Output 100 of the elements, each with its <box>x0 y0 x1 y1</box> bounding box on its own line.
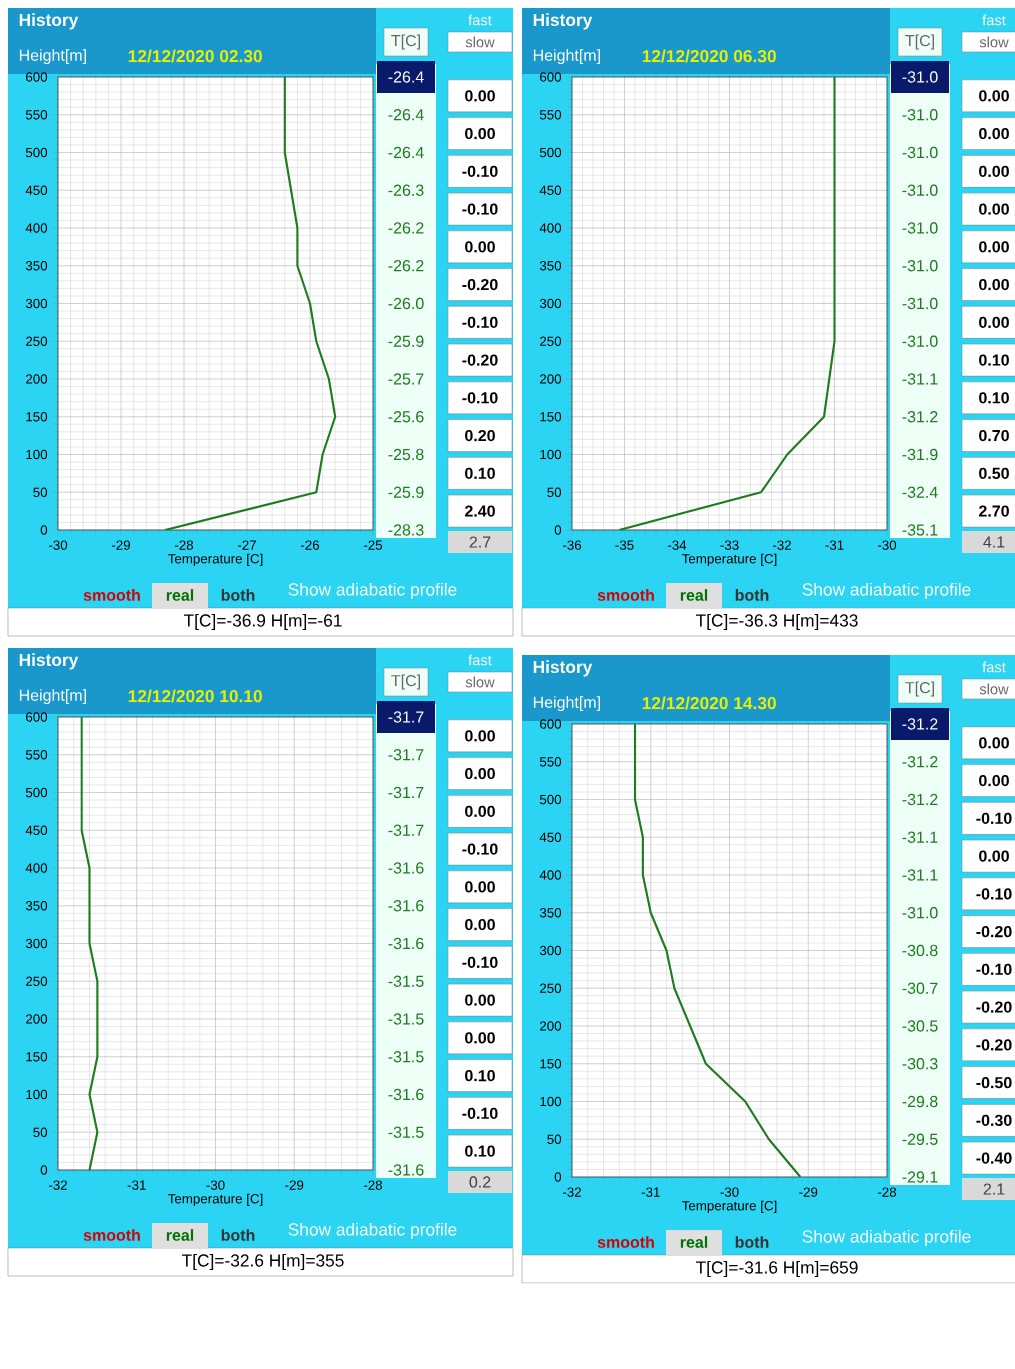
text: -31.1 <box>902 831 938 843</box>
text: real <box>680 589 708 601</box>
text: -0.20 <box>976 1039 1012 1051</box>
y-tick-label: 100 <box>26 449 48 460</box>
y-tick-label: 400 <box>539 223 562 233</box>
y-tick-label: 600 <box>540 72 562 82</box>
y-tick-label: 250 <box>26 336 48 346</box>
text: 0.10 <box>465 467 495 480</box>
y-tick-label: 400 <box>25 223 48 233</box>
text: -29.8 <box>902 1095 938 1108</box>
text: 0.00 <box>465 127 495 140</box>
x-tick-label: -28 <box>363 1180 383 1190</box>
text: -30.5 <box>902 1020 938 1032</box>
text: -29.1 <box>902 1171 938 1183</box>
x-tick-label: -32 <box>772 540 791 550</box>
y-tick-label: 350 <box>539 261 562 271</box>
text: Show adiabatic profile <box>288 582 457 600</box>
text: real <box>680 1236 708 1248</box>
text: 0.00 <box>465 767 495 780</box>
text: -31.2 <box>902 411 938 423</box>
x-tick-label: -32 <box>48 1180 67 1190</box>
text: -31.6 <box>388 1164 424 1176</box>
text: -26.2 <box>388 260 424 272</box>
x-tick-label: -32 <box>562 1187 581 1197</box>
text: 2.1 <box>983 1183 1005 1195</box>
x-tick-label: -35 <box>615 540 634 550</box>
text: -25.9 <box>388 486 424 498</box>
y-tick-label: 550 <box>25 110 48 120</box>
text: -25.7 <box>388 373 424 385</box>
x-axis-title: Temperature [C] <box>167 553 263 567</box>
x-tick-label: -29 <box>799 1187 818 1197</box>
y-tick-label: 350 <box>539 908 562 918</box>
text: -26.0 <box>388 297 424 310</box>
text: 2.40 <box>465 505 495 517</box>
text: -30.3 <box>902 1058 938 1070</box>
text: -31.0 <box>902 297 938 310</box>
y-tick-label: 450 <box>25 185 48 195</box>
line-series <box>633 724 802 1177</box>
text: -0.20 <box>976 1001 1012 1013</box>
x-axis-title: Temperature [C] <box>682 1200 777 1214</box>
text: T[C]=-36.9 H[m]=-61 <box>183 613 342 631</box>
text: 0.00 <box>465 1032 495 1044</box>
x-axis-title: Temperature [C] <box>682 553 777 567</box>
y-tick-label: 200 <box>540 374 562 384</box>
x-tick-label: -31 <box>825 540 844 550</box>
y-tick-label: 0 <box>40 525 48 535</box>
text: both <box>735 589 769 601</box>
text: -0.10 <box>462 843 498 855</box>
text: -31.0 <box>902 184 938 196</box>
text: -31.6 <box>388 937 424 950</box>
text: slow <box>465 36 495 48</box>
text: real <box>166 589 194 601</box>
text: Show adiabatic profile <box>288 1222 457 1240</box>
text: -0.20 <box>976 925 1012 938</box>
text: T[C] <box>905 34 934 50</box>
y-tick-label: 200 <box>26 374 48 384</box>
y-tick-label: 350 <box>25 901 48 911</box>
y-tick-label: 200 <box>26 1014 48 1024</box>
text: -31.0 <box>902 109 938 121</box>
x-tick-label: -25 <box>363 540 383 550</box>
x-tick-label: -28 <box>877 1187 897 1197</box>
y-axis-title: Height[m] <box>533 49 600 65</box>
text: 0.00 <box>979 241 1009 253</box>
y-tick-label: 300 <box>539 945 562 956</box>
text: -31.6 <box>388 900 424 912</box>
y-tick-label: 600 <box>540 719 562 729</box>
text: -28.3 <box>388 524 424 536</box>
y-tick-label: 600 <box>26 712 48 722</box>
y-tick-label: 250 <box>26 976 48 986</box>
y-tick-label: 150 <box>540 412 562 422</box>
x-tick-label: -30 <box>720 1187 739 1197</box>
text: -0.10 <box>976 963 1012 976</box>
x-tick-label: -27 <box>237 540 256 550</box>
text: smooth <box>83 1229 140 1241</box>
chart-subtitle: 12/12/2020 10.10 <box>128 689 262 703</box>
y-tick-label: 450 <box>539 832 562 842</box>
x-axis-title: Temperature [C] <box>168 1193 263 1207</box>
text: -31.0 <box>902 335 938 347</box>
text: 0.00 <box>465 881 495 893</box>
text: -25.9 <box>388 335 424 347</box>
text: -0.20 <box>462 278 498 291</box>
text: T[C] <box>905 681 934 697</box>
y-tick-label: 100 <box>26 1089 48 1100</box>
text: 0.00 <box>979 127 1009 140</box>
chart-title: History <box>19 653 79 670</box>
y-tick-label: 150 <box>26 412 48 422</box>
y-tick-label: 600 <box>26 72 48 82</box>
y-tick-label: 550 <box>25 750 48 760</box>
text: -31.7 <box>388 824 424 836</box>
y-axis-title: Height[m] <box>19 49 86 65</box>
text: 0.00 <box>979 774 1009 787</box>
text: 0.10 <box>465 1069 495 1082</box>
text: -31.1 <box>902 869 938 881</box>
y-tick-label: 200 <box>540 1021 562 1031</box>
text: -31.6 <box>388 1088 424 1101</box>
text: 0.00 <box>979 850 1009 862</box>
text: 0.10 <box>979 392 1009 404</box>
text: -31.0 <box>902 146 938 159</box>
text: real <box>166 1229 194 1241</box>
text: T[C] <box>391 674 420 690</box>
